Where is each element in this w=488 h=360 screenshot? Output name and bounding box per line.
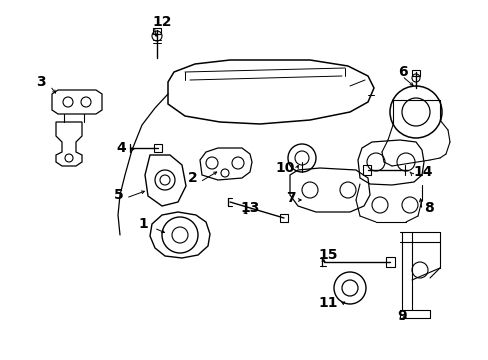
Text: 3: 3: [36, 75, 46, 89]
Bar: [411, 70, 419, 76]
Text: 12: 12: [152, 15, 171, 29]
Text: 10: 10: [275, 161, 294, 175]
Text: 14: 14: [412, 165, 431, 179]
Bar: [153, 28, 161, 34]
Bar: [385, 257, 394, 267]
Text: 9: 9: [396, 309, 406, 323]
Bar: [154, 144, 162, 152]
Text: 6: 6: [397, 65, 407, 79]
Bar: [362, 165, 370, 175]
Text: 1: 1: [138, 217, 148, 231]
Text: 15: 15: [317, 248, 337, 262]
Text: 8: 8: [423, 201, 433, 215]
Text: 11: 11: [318, 296, 337, 310]
Text: 4: 4: [116, 141, 126, 155]
Text: 2: 2: [188, 171, 198, 185]
Text: 5: 5: [114, 188, 124, 202]
Text: 13: 13: [240, 201, 259, 215]
Text: 7: 7: [286, 191, 295, 205]
Bar: [280, 214, 287, 222]
